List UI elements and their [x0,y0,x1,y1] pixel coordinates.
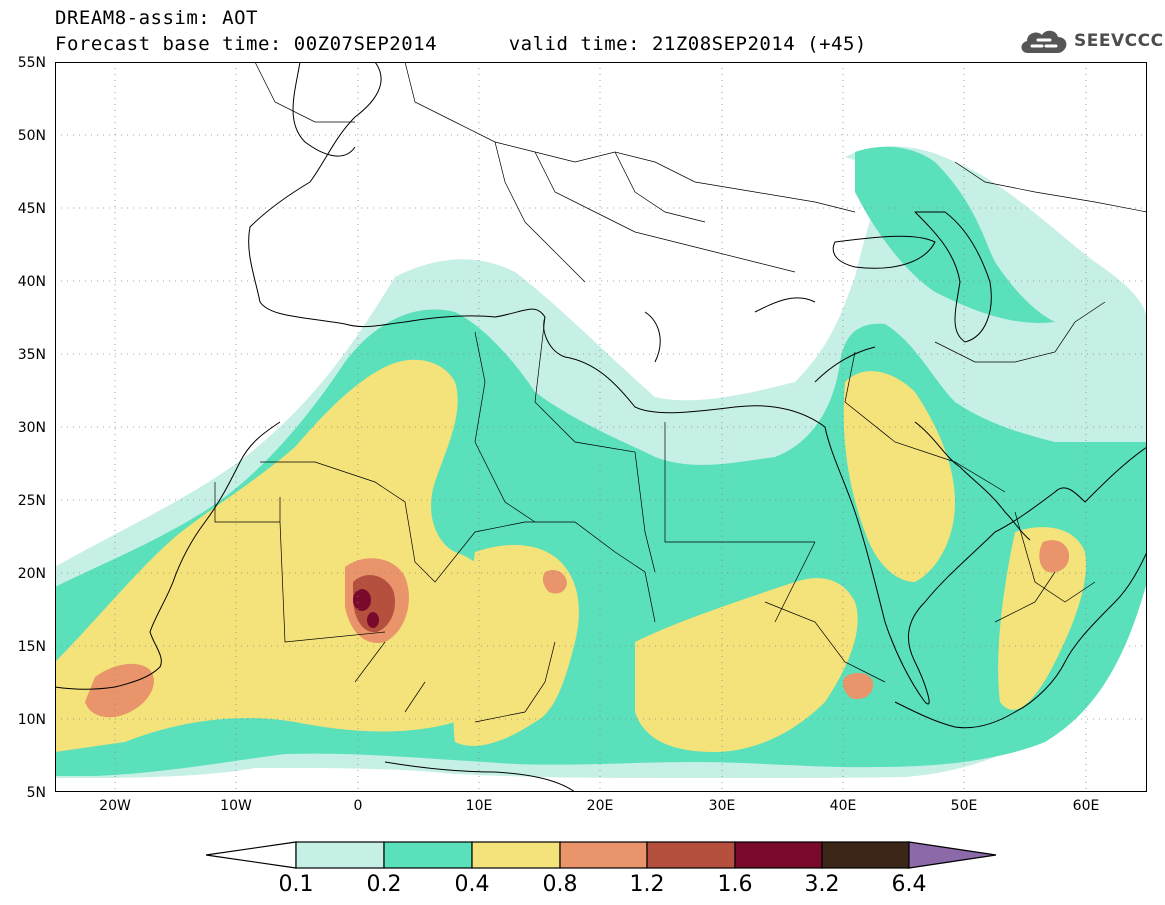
colorbar-swatch [559,841,648,869]
grid-lines [55,62,1147,792]
brand-logo: SEEVCCC [1018,25,1164,57]
lat-label: 35N [17,347,46,363]
lon-label: 40E [829,798,857,814]
country-borders [214,62,1147,723]
colorbar [206,841,997,869]
lon-label: 60E [1072,798,1100,814]
brand-name: SEEVCCC [1074,31,1164,51]
lat-label: 45N [17,201,46,217]
colorbar-low-arrow [206,841,297,869]
lon-label: 20E [586,798,614,814]
map-area[interactable] [55,62,1147,792]
colorbar-label: 6.4 [891,872,927,897]
colorbar-label: 3.2 [804,872,840,897]
lon-label: 10W [220,798,252,814]
aot-band-1.6-3.2 [353,589,379,628]
colorbar-swatch [295,841,385,869]
coastlines [55,62,1147,792]
aot-map [55,62,1147,792]
lon-label: 30E [708,798,736,814]
base-time: Forecast base time: 00Z07SEP2014 [55,33,438,55]
lon-label: 20W [99,798,131,814]
lat-label: 20N [17,566,46,582]
forecast-times: Forecast base time: 00Z07SEP2014 valid t… [55,33,867,55]
colorbar-swatch [734,841,823,869]
lat-label: 50N [17,128,46,144]
colorbar-swatch [471,841,561,869]
colorbar-label: 0.8 [542,872,578,897]
colorbar-label: 1.2 [629,872,665,897]
lat-label: 55N [17,55,46,71]
lat-label: 30N [17,420,46,436]
lat-label: 10N [17,712,46,728]
lat-label: 15N [17,639,46,655]
colorbar-swatch [646,841,736,869]
cloud-icon [1021,30,1067,53]
colorbar-label: 1.6 [717,872,753,897]
colorbar-swatch [821,841,910,869]
colorbar-label: 0.4 [454,872,490,897]
valid-time: valid time: 21Z08SEP2014 (+45) [508,33,867,55]
colorbar-label: 0.1 [278,872,314,897]
lon-label: 10E [465,798,493,814]
colorbar-swatch [383,841,473,869]
lat-label: 5N [26,785,46,801]
lon-label: 0 [353,798,363,814]
colorbar-label: 0.2 [366,872,402,897]
lat-label: 25N [17,493,46,509]
lat-label: 40N [17,274,46,290]
colorbar-high-arrow [908,841,997,869]
map-title: DREAM8-assim: AOT [55,7,258,29]
lon-label: 50E [950,798,978,814]
aot-band-0.4-0.8 [55,359,1086,752]
